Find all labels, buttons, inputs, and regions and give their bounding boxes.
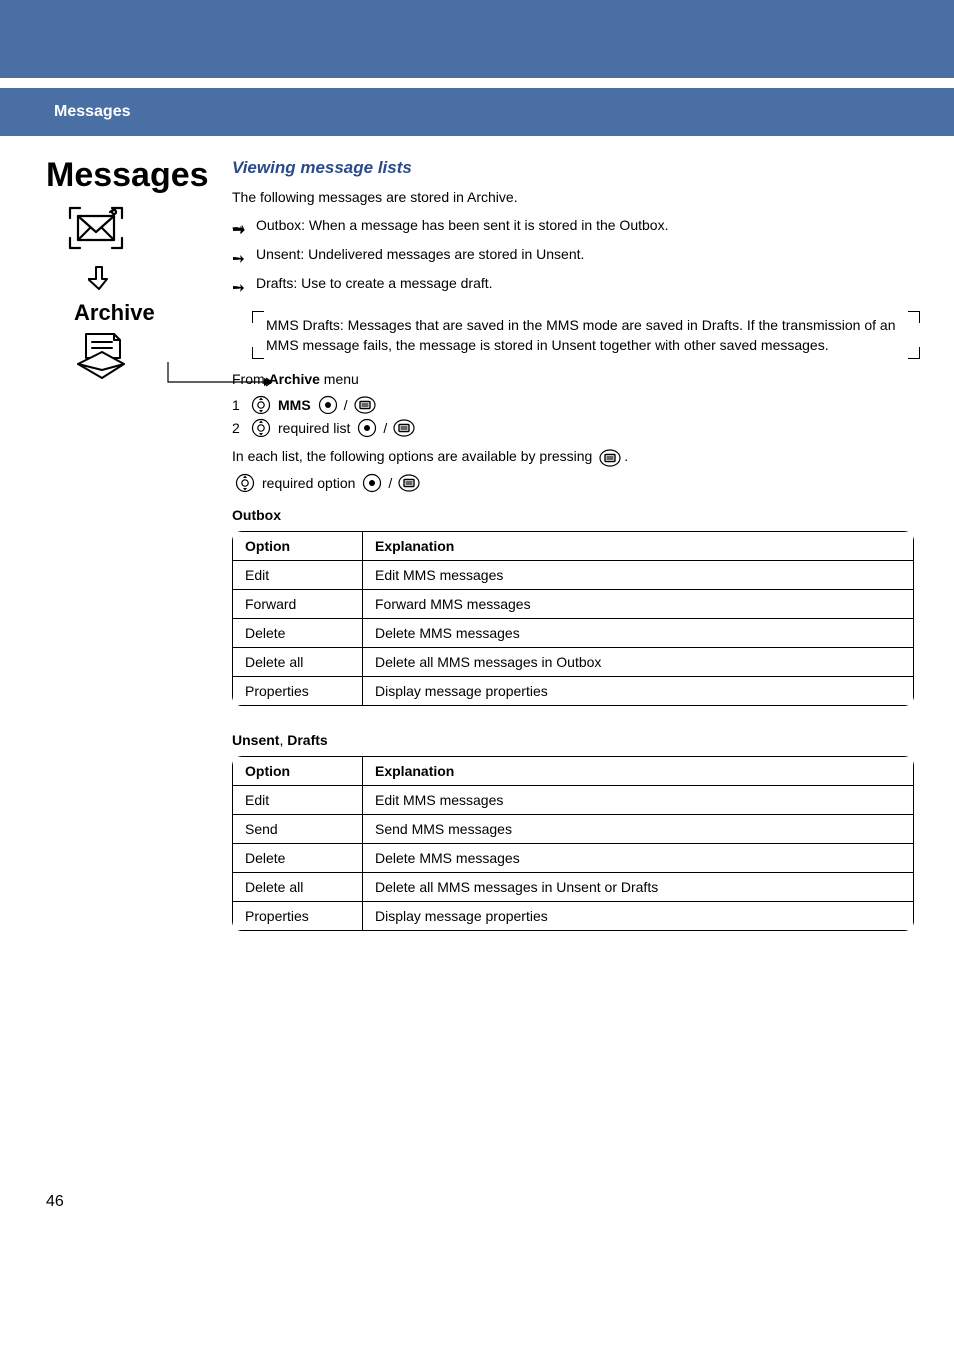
table-row: SendSend MMS messages <box>233 814 914 843</box>
bullet-text: Outbox: When a message has been sent it … <box>256 214 668 238</box>
menu-key-icon <box>354 396 376 414</box>
cell: Delete <box>233 618 363 647</box>
after-steps-suffix: . <box>624 448 628 464</box>
opt-line-text: required option <box>262 475 355 491</box>
from-menu-line: From Archive menu <box>232 371 914 387</box>
connector-arrow <box>166 362 286 402</box>
table-row: EditEdit MMS messages <box>233 560 914 589</box>
menu-key-icon <box>393 419 415 437</box>
bullet-item: Unsent: Undelivered messages are stored … <box>232 243 914 272</box>
slash: / <box>388 475 392 491</box>
nav-key-icon <box>251 418 271 438</box>
cell: Delete MMS messages <box>363 843 914 872</box>
header-strip: Messages <box>0 88 954 136</box>
cell: Edit <box>233 560 363 589</box>
note-box: MMS Drafts: Messages that are saved in t… <box>258 313 914 358</box>
menu-key-icon <box>599 449 621 467</box>
title-part: Unsent <box>232 732 279 748</box>
bullet-text: Drafts: Use to create a message draft. <box>256 272 493 296</box>
sidebar: Messages <box>46 158 232 931</box>
table-row: Delete allDelete all MMS messages in Out… <box>233 647 914 676</box>
table-row: EditEdit MMS messages <box>233 785 914 814</box>
select-key-icon <box>318 395 338 415</box>
step-2: 2 required list / <box>232 418 914 438</box>
intro-paragraph: The following messages are stored in Arc… <box>232 186 914 208</box>
required-option-line: required option / <box>232 473 914 493</box>
col-header: Explanation <box>363 531 914 560</box>
step-number: 2 <box>232 420 248 436</box>
bullet-item: Outbox: When a message has been sent it … <box>232 214 914 243</box>
step-1: 1 MMS / <box>232 395 914 415</box>
after-steps-line: In each list, the following options are … <box>232 448 914 466</box>
cell: Display message properties <box>363 901 914 930</box>
table-row: Delete allDelete all MMS messages in Uns… <box>233 872 914 901</box>
bullet-item: Drafts: Use to create a message draft. <box>232 272 914 301</box>
table-row: DeleteDelete MMS messages <box>233 843 914 872</box>
page-number: 46 <box>46 1193 64 1211</box>
subsection-title: Viewing message lists <box>232 158 914 178</box>
col-header: Option <box>233 756 363 785</box>
col-header: Option <box>233 531 363 560</box>
table-row: PropertiesDisplay message properties <box>233 901 914 930</box>
cell: Edit <box>233 785 363 814</box>
cell: Display message properties <box>363 676 914 705</box>
cell: Send MMS messages <box>363 814 914 843</box>
select-key-icon <box>357 418 377 438</box>
table-row: DeleteDelete MMS messages <box>233 618 914 647</box>
cell: Delete all MMS messages in Unsent or Dra… <box>363 872 914 901</box>
cell: Delete all <box>233 647 363 676</box>
arrow-bullet-icon <box>232 219 250 243</box>
nav-key-icon <box>235 473 255 493</box>
cell: Delete <box>233 843 363 872</box>
from-suffix: menu <box>320 371 359 387</box>
arrow-bullet-icon <box>232 248 250 272</box>
cell: Properties <box>233 676 363 705</box>
menu-key-icon <box>398 474 420 492</box>
cell: Delete MMS messages <box>363 618 914 647</box>
cell: Edit MMS messages <box>363 785 914 814</box>
title-part: Drafts <box>287 732 327 748</box>
table-row: PropertiesDisplay message properties <box>233 676 914 705</box>
envelope-in-tray-icon <box>64 202 232 259</box>
table-header-row: Option Explanation <box>233 531 914 560</box>
table-title-outbox: Outbox <box>232 507 914 523</box>
top-banner <box>0 0 954 78</box>
bullet-list: Outbox: When a message has been sent it … <box>232 214 914 300</box>
slash: / <box>344 397 348 413</box>
slash: / <box>383 420 387 436</box>
table-title-unsent-drafts: Unsent, Drafts <box>232 732 914 748</box>
unsent-drafts-table: Option Explanation EditEdit MMS messages… <box>232 756 914 931</box>
outbox-table: Option Explanation EditEdit MMS messages… <box>232 531 914 706</box>
breadcrumb-label: Messages <box>54 103 131 121</box>
table-row: ForwardForward MMS messages <box>233 589 914 618</box>
select-key-icon <box>362 473 382 493</box>
step-text: required list <box>278 420 350 436</box>
arrow-bullet-icon <box>232 277 250 301</box>
table-header-row: Option Explanation <box>233 756 914 785</box>
cell: Send <box>233 814 363 843</box>
note-text: MMS Drafts: Messages that are saved in t… <box>266 317 895 353</box>
cell: Edit MMS messages <box>363 560 914 589</box>
cell: Delete all <box>233 872 363 901</box>
sidebar-subtitle: Archive <box>74 300 232 326</box>
cell: Forward <box>233 589 363 618</box>
bullet-text: Unsent: Undelivered messages are stored … <box>256 243 584 267</box>
after-steps-prefix: In each list, the following options are … <box>232 448 596 464</box>
cell: Properties <box>233 901 363 930</box>
col-header: Explanation <box>363 756 914 785</box>
cell: Delete all MMS messages in Outbox <box>363 647 914 676</box>
sidebar-title: Messages <box>46 158 232 192</box>
cell: Forward MMS messages <box>363 589 914 618</box>
content-column: Viewing message lists The following mess… <box>232 158 914 931</box>
down-arrow-icon <box>88 265 232 296</box>
